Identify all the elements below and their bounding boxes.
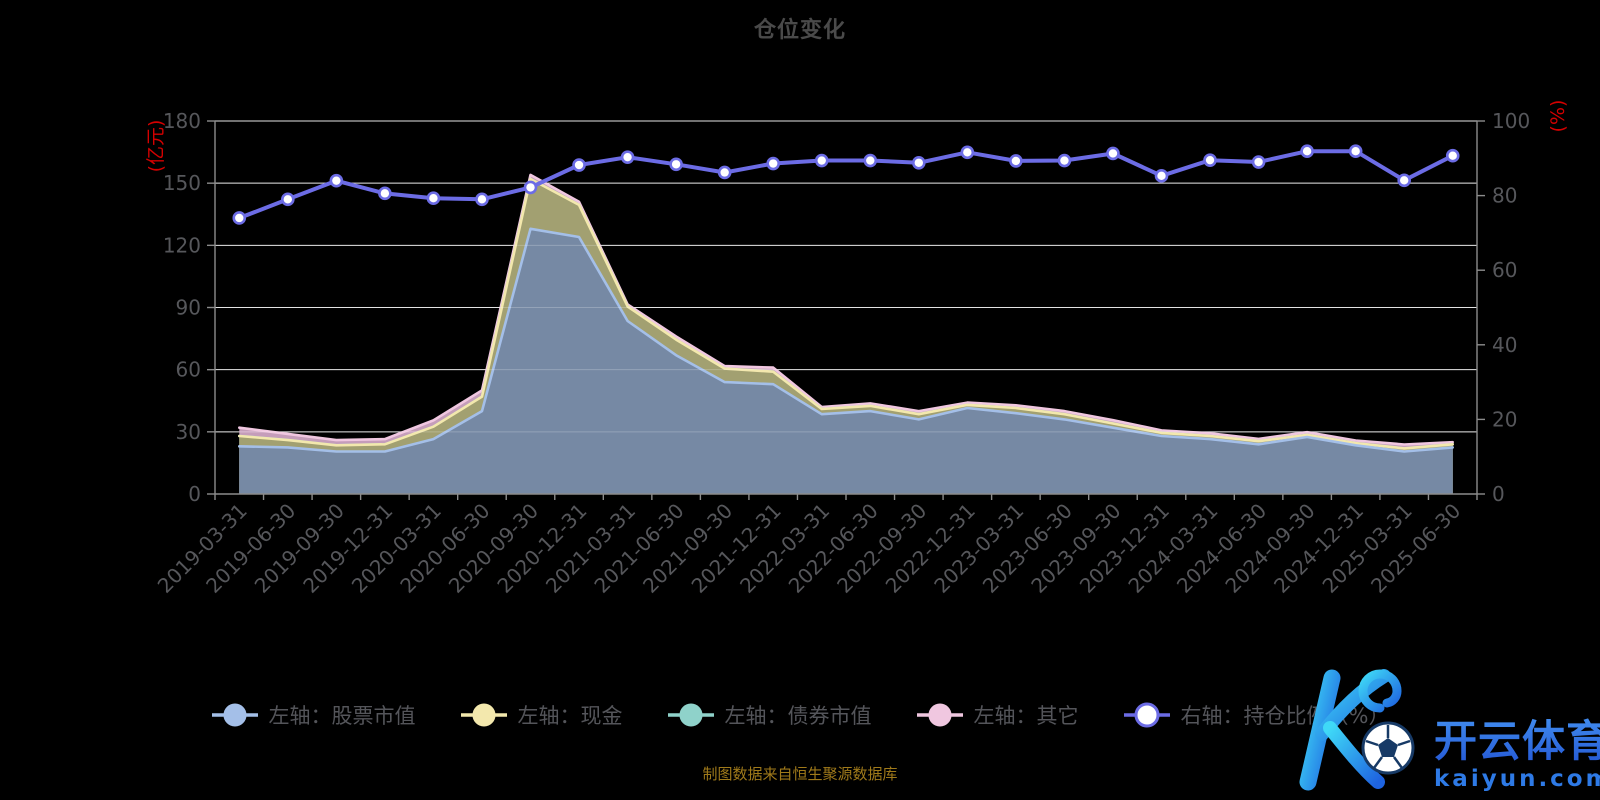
x-axis-labels: 2019-03-312019-06-302019-09-302019-12-31… [153,499,1466,598]
svg-text:0: 0 [188,482,201,506]
watermark-brand: 开云体育 [1434,717,1600,767]
data-point [1203,153,1217,167]
legend-marker-icon [460,703,507,727]
data-point [378,186,392,201]
data-source-caption: 制图数据来自恒生聚源数据库 [702,765,898,783]
svg-text:40: 40 [1492,333,1517,357]
legend: 左轴：股票市值 左轴：现金 左轴：债券市值 左轴：其它 右轴：持仓比例（%） [0,700,1600,730]
svg-text:20: 20 [1492,407,1517,431]
legend-label: 右轴：持仓比例（%） [1180,704,1390,728]
data-point [329,173,344,188]
svg-text:90: 90 [176,296,201,320]
data-point [766,156,780,171]
svg-text:80: 80 [1492,184,1517,208]
legend-item[interactable]: 左轴：股票市值 [211,700,416,730]
watermark-domain: kaiyun.com [1434,766,1600,792]
area-series [239,228,1453,495]
data-point [620,150,635,164]
data-point [1300,144,1314,159]
legend-item[interactable]: 左轴：债券市值 [667,700,872,730]
data-point [523,180,538,195]
legend-marker-icon [211,703,258,727]
data-point [281,192,295,207]
gridlines [215,120,1477,433]
data-point [1009,154,1023,168]
data-point [1397,173,1411,188]
data-point [669,157,683,172]
legend-item[interactable]: 右轴：持仓比例（%） [1123,700,1390,730]
stacked-areas [238,173,1454,495]
chart-title: 仓位变化 [753,18,846,43]
legend-label: 左轴：股票市值 [268,704,416,728]
svg-text:60: 60 [176,358,201,382]
svg-text:0: 0 [1492,482,1505,506]
legend-label: 左轴：现金 [517,704,623,728]
data-point [1445,148,1460,163]
kaiyun-logo-icon [1299,669,1415,791]
svg-text:180: 180 [163,109,201,133]
gridlines-overlay [215,120,1477,433]
legend-label: 左轴：其它 [973,704,1079,728]
data-point [912,155,926,170]
legend-marker-icon [916,703,963,727]
data-point [1348,144,1363,159]
legend-marker-icon [1123,702,1170,728]
data-point [1057,153,1072,168]
legend-item[interactable]: 左轴：现金 [460,700,623,730]
legend-item[interactable]: 左轴：其它 [916,700,1079,730]
svg-text:150: 150 [163,171,201,195]
data-point [717,165,732,180]
axes [207,120,1485,500]
ratio-line-series [232,144,1460,225]
watermark: 开云体育 kaiyun.com [1288,664,1600,796]
right-axis-labels: 0 20 40 60 80 100 [1492,109,1530,506]
left-axis-labels: 0 30 60 90 120 150 180 [163,109,201,506]
right-axis-name: (%) [1547,100,1569,133]
svg-text:30: 30 [176,420,201,444]
data-point [1106,146,1120,161]
data-point [1251,155,1266,169]
data-point [960,145,975,160]
data-point [572,158,586,172]
left-axis-name: (亿元) [145,120,167,173]
svg-text:60: 60 [1492,258,1517,282]
data-point [232,211,247,225]
data-point [814,153,829,168]
data-point [426,191,441,206]
svg-text:120: 120 [163,233,201,257]
data-point [1154,169,1169,183]
data-point [863,153,878,168]
legend-marker-icon [667,703,714,727]
legend-label: 左轴：债券市值 [724,704,872,728]
svg-text:100: 100 [1492,109,1530,133]
data-point [475,192,489,207]
